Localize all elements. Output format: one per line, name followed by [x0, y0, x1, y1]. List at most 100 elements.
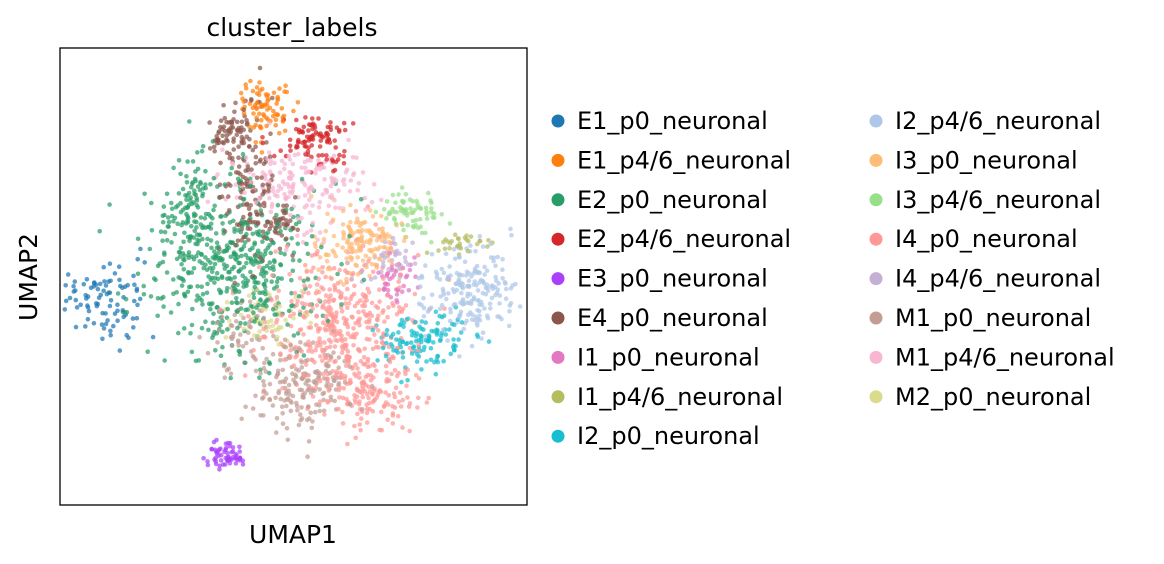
point-I4_p4/6_neuronal	[405, 262, 411, 267]
point-I2_p4/6_neuronal	[473, 249, 478, 254]
point-I3_p4/6_neuronal	[423, 230, 428, 236]
point-I4_p0_neuronal	[359, 416, 364, 421]
point-I4_p0_neuronal	[340, 409, 345, 415]
point-I2_p4/6_neuronal	[451, 246, 457, 252]
point-I2_p0_neuronal	[380, 345, 386, 351]
point-E2_p0_neuronal	[179, 283, 185, 288]
point-M1_p4/6_neuronal	[295, 233, 300, 238]
point-I3_p0_neuronal	[382, 234, 387, 240]
point-E2_p0_neuronal	[192, 219, 197, 224]
point-M1_p4/6_neuronal	[306, 169, 312, 174]
point-M1_p0_neuronal	[314, 402, 319, 407]
point-I2_p0_neuronal	[447, 327, 452, 332]
point-I4_p0_neuronal	[386, 344, 392, 350]
point-E1_p0_neuronal	[103, 321, 109, 327]
point-I2_p0_neuronal	[416, 354, 422, 359]
point-E2_p0_neuronal	[182, 257, 187, 263]
point-E2_p0_neuronal	[210, 320, 216, 326]
point-I3_p4/6_neuronal	[390, 192, 396, 198]
point-I3_p0_neuronal	[341, 229, 346, 235]
point-E2_p0_neuronal	[212, 249, 217, 254]
point-E1_p4/6_neuronal	[254, 91, 260, 96]
point-I1_p4/6_neuronal	[452, 232, 458, 237]
point-M1_p0_neuronal	[253, 368, 259, 374]
point-M1_p4/6_neuronal	[342, 182, 347, 187]
point-I4_p0_neuronal	[356, 309, 361, 315]
point-E2_p0_neuronal	[257, 229, 262, 234]
point-I2_p4/6_neuronal	[466, 278, 472, 284]
point-E2_p0_neuronal	[203, 182, 208, 187]
point-M1_p0_neuronal	[284, 426, 290, 431]
point-I1_p0_neuronal	[387, 251, 393, 256]
point-I4_p0_neuronal	[309, 253, 315, 258]
point-M1_p4/6_neuronal	[282, 161, 288, 167]
point-E2_p0_neuronal	[258, 367, 263, 373]
point-M1_p4/6_neuronal	[322, 177, 327, 182]
point-M1_p0_neuronal	[342, 380, 348, 385]
point-E2_p0_neuronal	[224, 263, 230, 269]
point-I4_p0_neuronal	[424, 400, 430, 405]
point-I2_p4/6_neuronal	[502, 279, 508, 285]
point-M1_p4/6_neuronal	[283, 196, 289, 202]
point-I4_p0_neuronal	[340, 395, 346, 401]
point-E2_p0_neuronal	[187, 119, 192, 124]
point-I3_p4/6_neuronal	[426, 190, 431, 196]
point-E4_p0_neuronal	[284, 236, 289, 241]
point-I4_p0_neuronal	[381, 276, 386, 281]
point-E1_p0_neuronal	[124, 332, 129, 338]
point-I2_p4/6_neuronal	[475, 323, 480, 328]
point-E1_p4/6_neuronal	[275, 96, 281, 101]
point-E1_p0_neuronal	[108, 298, 114, 303]
point-I4_p0_neuronal	[325, 376, 331, 382]
point-E1_p4/6_neuronal	[280, 119, 286, 124]
point-I4_p0_neuronal	[357, 323, 362, 328]
point-I2_p0_neuronal	[403, 365, 408, 370]
point-E1_p0_neuronal	[97, 281, 103, 287]
point-I4_p0_neuronal	[351, 343, 356, 348]
point-I4_p0_neuronal	[402, 368, 408, 374]
point-E2_p0_neuronal	[304, 241, 309, 247]
point-I4_p0_neuronal	[327, 358, 332, 363]
point-E1_p0_neuronal	[112, 311, 118, 317]
point-E2_p4/6_neuronal	[333, 145, 339, 150]
point-E2_p4/6_neuronal	[287, 137, 293, 143]
point-M1_p0_neuronal	[305, 454, 310, 460]
point-I4_p0_neuronal	[335, 280, 341, 286]
point-E4_p0_neuronal	[219, 194, 225, 199]
point-I4_p0_neuronal	[306, 325, 312, 330]
point-E3_p0_neuronal	[217, 467, 222, 472]
point-I3_p4/6_neuronal	[431, 211, 437, 216]
point-E4_p0_neuronal	[226, 128, 231, 134]
point-E2_p0_neuronal	[141, 292, 147, 297]
chart-title: cluster_labels	[206, 13, 377, 42]
point-M2_p0_neuronal	[246, 293, 252, 298]
point-E4_p0_neuronal	[236, 222, 242, 228]
point-E2_p0_neuronal	[185, 193, 190, 198]
point-E4_p0_neuronal	[234, 119, 240, 125]
point-I2_p0_neuronal	[419, 339, 424, 345]
point-M1_p4/6_neuronal	[332, 197, 337, 203]
point-M1_p4/6_neuronal	[320, 192, 326, 197]
point-E2_p0_neuronal	[164, 270, 170, 275]
point-I3_p0_neuronal	[317, 255, 323, 260]
point-I3_p0_neuronal	[363, 253, 369, 259]
point-I2_p0_neuronal	[384, 332, 389, 338]
point-M1_p0_neuronal	[261, 388, 267, 394]
point-I2_p4/6_neuronal	[489, 295, 495, 301]
point-E2_p0_neuronal	[159, 296, 164, 301]
point-M2_p0_neuronal	[308, 320, 314, 326]
point-I2_p4/6_neuronal	[509, 232, 514, 238]
point-I4_p0_neuronal	[288, 313, 293, 319]
point-I4_p4/6_neuronal	[402, 255, 408, 260]
point-I2_p4/6_neuronal	[471, 296, 477, 302]
point-I4_p0_neuronal	[364, 420, 370, 425]
point-I3_p4/6_neuronal	[408, 210, 414, 216]
point-I2_p0_neuronal	[432, 360, 437, 365]
point-E2_p0_neuronal	[184, 174, 189, 179]
point-I4_p0_neuronal	[397, 305, 402, 310]
point-M1_p4/6_neuronal	[272, 160, 277, 166]
point-E2_p0_neuronal	[165, 215, 171, 220]
point-E2_p0_neuronal	[199, 252, 204, 257]
legend-marker	[869, 272, 883, 286]
point-I4_p0_neuronal	[375, 317, 380, 323]
